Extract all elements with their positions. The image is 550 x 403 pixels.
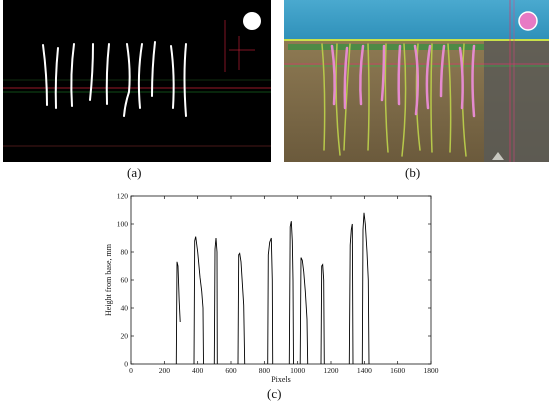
height-profile-peak-5: [267, 237, 274, 365]
y-axis-label: Height from base, mm: [104, 243, 113, 316]
panel-a-stem: [54, 47, 59, 109]
x-tick-label: 1000: [290, 366, 305, 375]
x-axis: 0 200 400 600 800 1000 1200 1400 1600 1800: [129, 196, 439, 375]
caption-b: (b): [405, 165, 421, 180]
plot-border: [130, 195, 432, 365]
x-tick-label: 600: [225, 366, 237, 375]
series-layer: [175, 212, 370, 365]
x-tick-label: 400: [192, 366, 204, 375]
height-profile-peak-2: [193, 236, 204, 365]
caption-a: (a): [127, 165, 142, 180]
y-tick-label: 100: [117, 220, 129, 229]
panel-a-stem: [123, 43, 131, 117]
height-profile-peak-3: [213, 237, 218, 365]
x-axis-label: Pixels: [271, 375, 291, 384]
x-tick-label: 800: [259, 366, 271, 375]
panel-a-stem: [183, 43, 187, 117]
y-tick-label: 60: [121, 276, 129, 285]
panel-a-stem: [170, 45, 175, 109]
panel-a-svg: [3, 0, 271, 162]
panel-a-stems: [42, 41, 187, 117]
panel-b-photo: [284, 0, 549, 162]
height-profile-peak-9: [348, 223, 354, 365]
height-profile-peak-4: [237, 252, 246, 365]
x-tick-label: 200: [159, 366, 171, 375]
caption-c: (c): [267, 386, 282, 401]
panel-a-binary-image: [3, 0, 271, 162]
panel-a-stem: [105, 43, 110, 105]
panel-c-chart: 0 200 400 600 800 1000 1200 1400 1600 1800 0 20 40 6…: [100, 188, 450, 385]
height-profile-peak-8: [320, 263, 325, 365]
x-tick-label: 1400: [357, 366, 372, 375]
panel-a-stem: [137, 43, 143, 109]
plot-frame: [130, 195, 432, 365]
panel-a-sun-marker: [243, 12, 261, 30]
height-profile-peak-7: [299, 257, 309, 365]
panel-a-stem: [89, 43, 94, 101]
panel-b-svg: [284, 0, 549, 162]
height-profile-chart: 0 200 400 600 800 1000 1200 1400 1600 1800 0 20 40 6…: [104, 192, 439, 385]
x-tick-label: 1600: [390, 366, 405, 375]
height-profile-peak-1: [175, 261, 181, 365]
y-tick-label: 0: [124, 360, 128, 369]
panel-b-sky: [284, 0, 549, 42]
y-tick-label: 80: [121, 248, 129, 257]
height-profile-peak-6: [288, 221, 294, 365]
y-tick-label: 40: [121, 304, 129, 313]
panel-b-plants: [321, 43, 476, 157]
x-tick-label: 1200: [324, 366, 339, 375]
panel-a-stem: [70, 43, 75, 107]
panel-a-background: [3, 0, 271, 162]
y-tick-label: 20: [121, 332, 129, 341]
x-tick-label: 0: [129, 366, 133, 375]
panel-b-sun-marker: [518, 11, 538, 31]
y-axis: 0 20 40 60 80 100 120: [117, 192, 431, 369]
height-profile-peak-10: [361, 212, 370, 365]
x-tick-label: 1800: [424, 366, 439, 375]
panel-a-stem: [42, 44, 48, 106]
panel-b-post: [484, 40, 549, 162]
panel-b-marker-triangle: [492, 152, 504, 160]
panel-a-stem: [151, 41, 156, 97]
y-tick-label: 120: [117, 192, 129, 201]
